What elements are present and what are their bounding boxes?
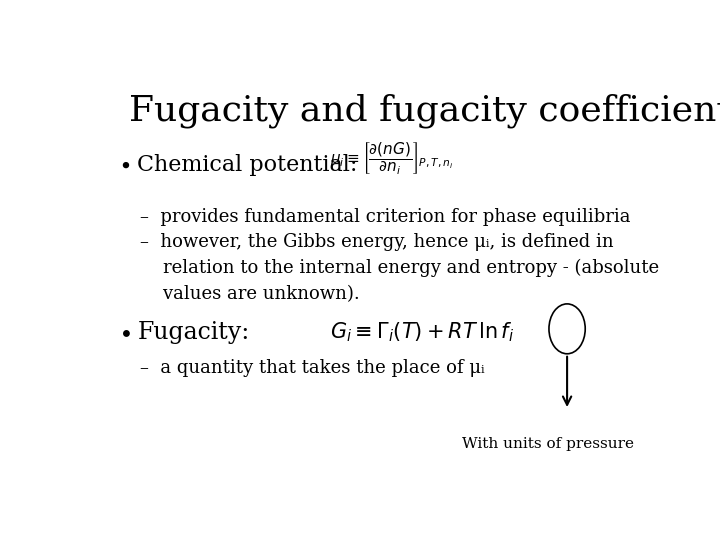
Text: $G_i \equiv \Gamma_i(T) + RT\,\mathrm{ln}\,f_i$: $G_i \equiv \Gamma_i(T) + RT\,\mathrm{ln… [330, 320, 514, 343]
Text: –  however, the Gibbs energy, hence μᵢ, is defined in: – however, the Gibbs energy, hence μᵢ, i… [140, 233, 614, 251]
Text: Fugacity and fugacity coefficient: Fugacity and fugacity coefficient [129, 94, 720, 129]
Text: $\bullet$: $\bullet$ [118, 321, 131, 345]
Text: With units of pressure: With units of pressure [462, 437, 634, 451]
Text: $\mu_i \equiv \left[\dfrac{\partial(nG)}{\partial n_i}\right]_{P,T,n_i}$: $\mu_i \equiv \left[\dfrac{\partial(nG)}… [330, 140, 454, 177]
Text: –  provides fundamental criterion for phase equilibria: – provides fundamental criterion for pha… [140, 207, 631, 226]
Text: –  a quantity that takes the place of μᵢ: – a quantity that takes the place of μᵢ [140, 359, 485, 377]
Text: Chemical potential:: Chemical potential: [138, 153, 358, 176]
Text: values are unknown).: values are unknown). [140, 285, 360, 303]
Text: Fugacity:: Fugacity: [138, 321, 250, 345]
Text: relation to the internal energy and entropy - (absolute: relation to the internal energy and entr… [140, 259, 660, 277]
Text: $\bullet$: $\bullet$ [118, 153, 130, 176]
